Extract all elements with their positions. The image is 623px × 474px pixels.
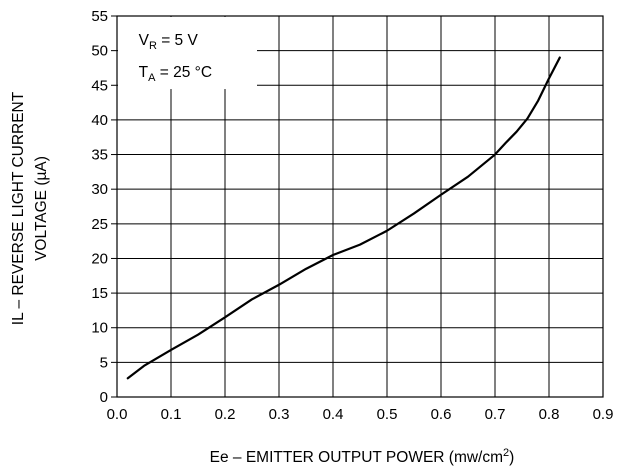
x-tick-label: 0.0 (107, 406, 128, 423)
series-line (126, 56, 561, 380)
x-tick-label: 0.7 (485, 406, 506, 423)
axes: 0.0 0.1 0.2 0.3 0.4 0.5 0.6 0.7 0.8 0.9 0 5 10 15 20 25… (91, 8, 613, 423)
x-tick-label: 0.5 (377, 406, 398, 423)
x-tick-label: 0.6 (431, 406, 452, 423)
y-axis-title-line2: VOLTAGE (µA) (33, 156, 50, 261)
y-tick-label: 30 (91, 181, 108, 198)
annotation-vr: VR = 5 V (139, 32, 199, 52)
y-axis-title-line1: IL – REVERSE LIGHT CURRENT (10, 91, 27, 325)
x-tick-label: 0.9 (593, 406, 614, 423)
x-tick-label: 0.2 (215, 406, 236, 423)
annotation-ta: TA = 25 °C (139, 64, 212, 84)
y-tick-label: 10 (91, 320, 108, 337)
series (126, 56, 561, 380)
x-axis-title: Ee – EMITTER OUTPUT POWER (mw/cm2) (210, 447, 515, 466)
x-tick-label: 0.8 (539, 406, 560, 423)
annotation-background (118, 17, 257, 90)
y-tick-label: 55 (91, 8, 108, 25)
plot-frame (116, 15, 604, 398)
y-tick-label: 40 (91, 112, 108, 129)
y-tick-label: 15 (91, 285, 108, 302)
x-tick-label: 0.1 (161, 406, 182, 423)
y-tick-label: 5 (100, 354, 108, 371)
x-tick-label: 0.4 (323, 406, 344, 423)
y-tick-label: 50 (91, 43, 108, 60)
y-tick-label: 0 (100, 389, 108, 406)
x-tick-label: 0.3 (269, 406, 290, 423)
y-tick-label: 20 (91, 250, 108, 267)
y-tick-label: 35 (91, 147, 108, 164)
y-tick-label: 45 (91, 77, 108, 94)
annotation-box: VR = 5 V TA = 25 °C (118, 17, 257, 90)
y-tick-label: 25 (91, 216, 108, 233)
